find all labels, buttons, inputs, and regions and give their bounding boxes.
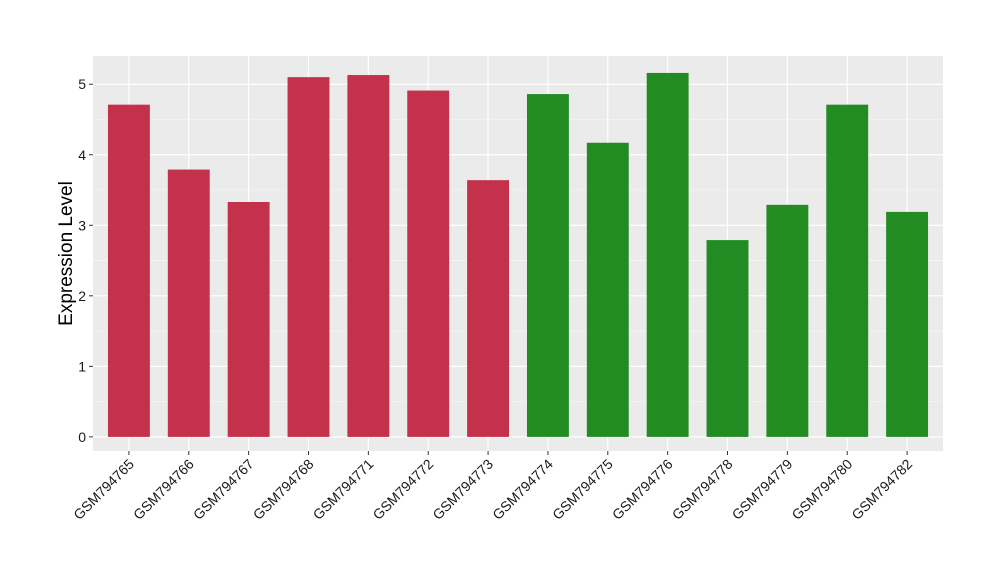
y-axis-title: Expression Level (56, 181, 77, 326)
x-tick-label: GSM794774 (489, 456, 556, 523)
x-tick-label: GSM794773 (429, 456, 496, 523)
bar-gsm794776 (646, 72, 689, 437)
x-tick-label: GSM794776 (609, 456, 676, 523)
x-tick-label: GSM794772 (369, 456, 436, 523)
y-axis: 0 1 2 3 4 5 (78, 76, 93, 445)
bar-gsm794779 (766, 204, 809, 437)
bar-gsm794768 (287, 77, 330, 437)
x-axis: GSM794765GSM794766GSM794767GSM794768GSM7… (70, 451, 915, 523)
y-tick-label: 1 (78, 358, 86, 374)
plot-panel (93, 56, 943, 451)
x-tick-label: GSM794779 (729, 456, 796, 523)
bar-gsm794766 (167, 169, 210, 437)
y-tick-label: 4 (78, 147, 86, 163)
x-tick-label: GSM794766 (130, 456, 197, 523)
x-tick-label: GSM794782 (848, 456, 915, 523)
bars (107, 72, 929, 437)
bar-gsm794782 (886, 211, 929, 437)
x-tick-label: GSM794765 (70, 456, 137, 523)
bar-gsm794771 (347, 75, 390, 437)
x-tick-label: GSM794768 (250, 456, 317, 523)
bar-gsm794780 (826, 104, 869, 437)
y-tick-label: 0 (78, 429, 86, 445)
x-tick-label: GSM794780 (788, 456, 855, 523)
bar-gsm794765 (107, 104, 150, 437)
y-tick-label: 3 (78, 217, 86, 233)
x-tick-label: GSM794771 (310, 456, 377, 523)
bar-gsm794775 (586, 142, 629, 437)
bar-gsm794774 (526, 94, 569, 437)
y-tick-label: 2 (78, 288, 86, 304)
y-tick-label: 5 (78, 76, 86, 92)
bar-gsm794773 (467, 180, 510, 437)
x-tick-label: GSM794767 (190, 456, 257, 523)
bar-gsm794772 (407, 90, 450, 437)
bar-gsm794767 (227, 202, 270, 437)
x-tick-label: GSM794775 (549, 456, 616, 523)
bar-gsm794778 (706, 240, 749, 437)
x-tick-label: GSM794778 (669, 456, 736, 523)
